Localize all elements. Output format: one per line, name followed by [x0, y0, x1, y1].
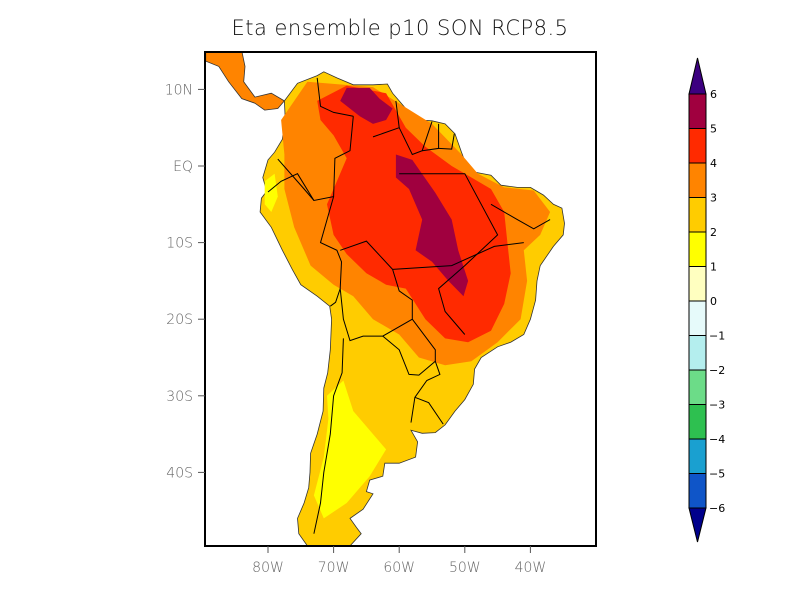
country-border: [316, 77, 354, 117]
colorbar-over-arrow: [688, 57, 707, 95]
country-border: [438, 133, 455, 150]
colorbar-label: −1: [709, 330, 725, 343]
region-darkred-venezuela: [340, 87, 393, 124]
colorbar-label: −4: [709, 433, 725, 446]
country-border: [313, 338, 344, 534]
colorbar-label: 1: [710, 261, 717, 274]
country-border: [382, 318, 436, 376]
region-yellow-coast-north: [264, 173, 278, 212]
longitude-axis: 80W 70W 60W 50W 40W: [252, 546, 546, 576]
colorbar-label: −5: [709, 468, 725, 481]
region-darkred-amazon: [395, 154, 469, 297]
lon-tick-label: 50W: [449, 560, 481, 576]
lon-tick-label: 40W: [515, 560, 547, 576]
country-border: [392, 242, 524, 270]
lat-tick-label: 10S: [166, 236, 193, 252]
colorbar-label: −3: [709, 399, 725, 412]
country-border: [490, 203, 551, 230]
colorbar-bin: [688, 300, 707, 336]
colorbar-label: −2: [709, 364, 725, 377]
country-border: [410, 361, 441, 423]
central-america-land: [205, 52, 286, 111]
map-frame: [204, 51, 597, 547]
colorbar-label: −6: [709, 502, 725, 515]
colorbar-bin: [688, 369, 707, 405]
colorbar-bin: [688, 128, 707, 164]
country-border: [398, 121, 433, 156]
lat-tick-label: 20S: [166, 312, 193, 328]
chart-title: Eta ensemble p10 SON RCP8.5: [231, 16, 569, 40]
country-border: [414, 396, 444, 425]
colorbar-bin: [688, 93, 707, 129]
colorbar-label: 3: [710, 192, 717, 205]
colorbar-bin: [688, 266, 707, 302]
map-field: [205, 52, 565, 546]
colorbar-bin: [688, 231, 707, 267]
lat-tick-label: EQ: [173, 159, 193, 175]
colorbar-under-arrow: [688, 507, 707, 543]
country-border: [267, 173, 315, 201]
latitude-axis: 10N EQ 10S 20S 30S 40S: [165, 82, 205, 481]
lat-tick-label: 10N: [165, 82, 193, 98]
lat-tick-label: 40S: [166, 465, 193, 481]
country-border: [319, 196, 343, 307]
colorbar-bin: [688, 335, 707, 371]
colorbar-bin: [688, 438, 707, 474]
country-border: [399, 173, 499, 335]
colorbar-bin: [688, 197, 707, 233]
lon-tick-label: 70W: [318, 560, 350, 576]
lat-tick-label: 30S: [166, 389, 193, 405]
colorbar-bin: [688, 404, 707, 440]
colorbar-label: 5: [710, 123, 717, 136]
colorbar-bin: [688, 473, 707, 509]
colorbar-label: 0: [710, 295, 717, 308]
lon-tick-label: 60W: [383, 560, 415, 576]
colorbar-bin: [688, 162, 707, 198]
lon-tick-label: 80W: [252, 560, 284, 576]
colorbar-label: 4: [710, 157, 717, 170]
colorbar-label: 2: [710, 226, 717, 239]
colorbar-label: 6: [710, 88, 717, 101]
colorbar: 6 5 4 3 2 1 0 −1 −2 −3 −4 −5 −6: [688, 57, 725, 543]
